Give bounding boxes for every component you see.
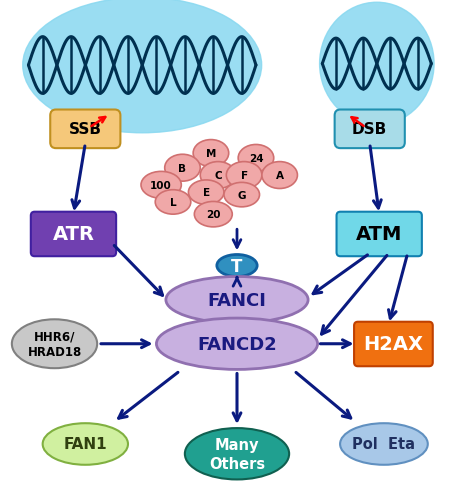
FancyBboxPatch shape — [337, 212, 422, 257]
Ellipse shape — [23, 0, 262, 134]
Text: ATR: ATR — [53, 225, 94, 244]
Text: C: C — [214, 171, 222, 181]
Text: H2AX: H2AX — [364, 335, 423, 353]
FancyBboxPatch shape — [335, 110, 405, 149]
Text: 20: 20 — [206, 210, 220, 220]
Ellipse shape — [194, 202, 232, 227]
Ellipse shape — [166, 277, 308, 323]
Ellipse shape — [319, 3, 434, 125]
Ellipse shape — [340, 424, 428, 465]
Text: HHR6/
HRAD18: HHR6/ HRAD18 — [27, 330, 82, 358]
Ellipse shape — [12, 320, 97, 368]
Ellipse shape — [156, 319, 318, 370]
Text: SSB: SSB — [69, 122, 102, 137]
Ellipse shape — [238, 145, 274, 172]
Text: FAN1: FAN1 — [64, 437, 107, 451]
Ellipse shape — [224, 183, 259, 207]
Text: L: L — [170, 198, 176, 207]
Text: 100: 100 — [150, 181, 172, 190]
Text: 24: 24 — [249, 154, 263, 163]
FancyBboxPatch shape — [31, 212, 116, 257]
Text: M: M — [206, 149, 216, 159]
Text: DSB: DSB — [352, 122, 387, 137]
Ellipse shape — [185, 428, 289, 479]
Ellipse shape — [227, 162, 262, 189]
Text: E: E — [202, 188, 210, 198]
Text: Pol  Eta: Pol Eta — [353, 437, 415, 451]
Ellipse shape — [141, 172, 182, 199]
Text: Many
Others: Many Others — [209, 437, 265, 470]
Ellipse shape — [43, 424, 128, 465]
Text: ATM: ATM — [356, 225, 402, 244]
FancyBboxPatch shape — [50, 110, 120, 149]
Ellipse shape — [262, 162, 297, 189]
Text: A: A — [276, 171, 283, 181]
Ellipse shape — [217, 255, 257, 277]
Ellipse shape — [188, 181, 224, 205]
Ellipse shape — [200, 162, 236, 189]
Text: FANCD2: FANCD2 — [197, 335, 277, 353]
Text: FANCI: FANCI — [208, 291, 266, 309]
Text: F: F — [240, 171, 248, 181]
Ellipse shape — [193, 141, 228, 167]
Text: B: B — [179, 163, 186, 173]
Ellipse shape — [155, 190, 191, 215]
Ellipse shape — [165, 155, 200, 182]
Text: T: T — [231, 257, 243, 275]
FancyBboxPatch shape — [354, 322, 433, 366]
Text: G: G — [237, 190, 246, 200]
